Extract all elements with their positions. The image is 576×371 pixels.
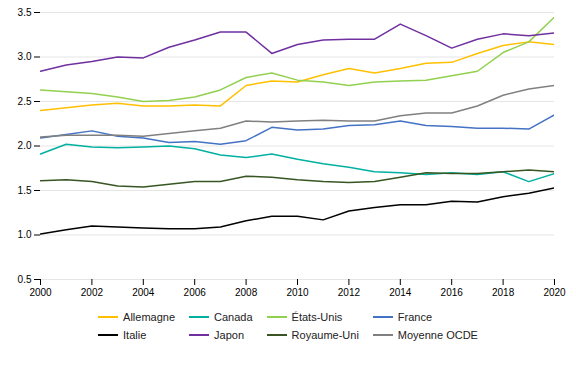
svg-text:2000: 2000 <box>29 287 52 298</box>
svg-text:3.5: 3.5 <box>18 7 32 18</box>
svg-text:2004: 2004 <box>132 287 155 298</box>
html-text:Royaume-Uni: Royaume-Uni <box>291 329 359 341</box>
html-text:États-Unis: États-Unis <box>291 311 343 323</box>
svg-text:1.5: 1.5 <box>18 185 32 196</box>
html-text:Moyenne OCDE: Moyenne OCDE <box>397 329 478 341</box>
svg-text:2018: 2018 <box>492 287 515 298</box>
svg-text:2006: 2006 <box>184 287 207 298</box>
svg-text:3.0: 3.0 <box>18 51 32 62</box>
svg-text:2.0: 2.0 <box>18 140 32 151</box>
html-text:Canada: Canada <box>214 311 253 323</box>
html-text:Italie: Italie <box>123 329 147 341</box>
svg-text:1.0: 1.0 <box>18 229 32 240</box>
svg-text:2010: 2010 <box>286 287 309 298</box>
html-text:France: France <box>397 311 433 323</box>
svg-text:2016: 2016 <box>441 287 464 298</box>
html-text:Japon: Japon <box>214 329 244 341</box>
svg-text:2012: 2012 <box>338 287 361 298</box>
html-text:Allemagne: Allemagne <box>123 311 175 323</box>
svg-text:2014: 2014 <box>389 287 412 298</box>
svg-text:2002: 2002 <box>81 287 104 298</box>
svg-text:2008: 2008 <box>235 287 258 298</box>
svg-text:2.5: 2.5 <box>18 96 32 107</box>
svg-text:2020: 2020 <box>543 287 566 298</box>
svg-text:0.5: 0.5 <box>18 274 32 285</box>
